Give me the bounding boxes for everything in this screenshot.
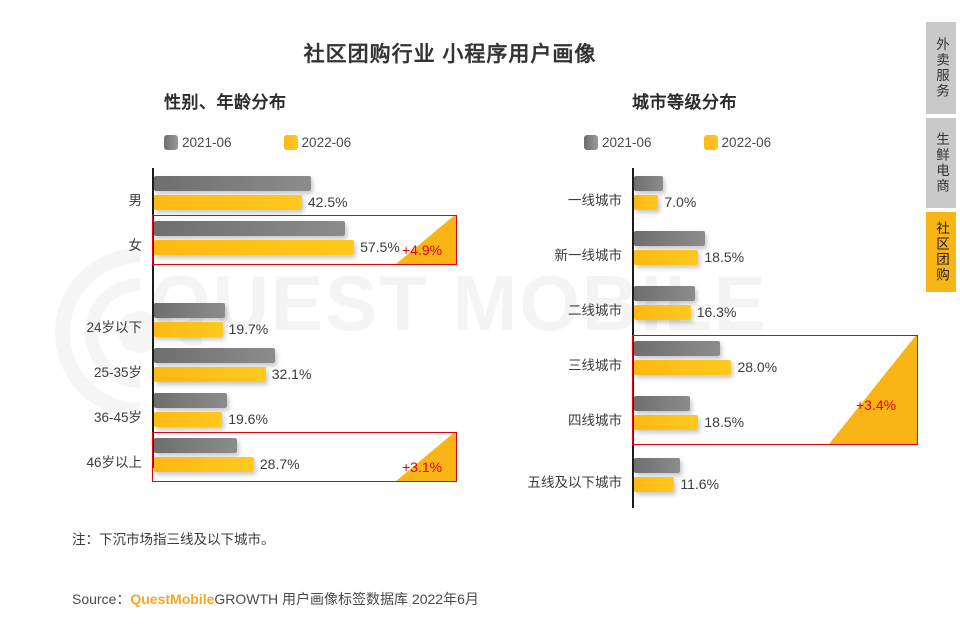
bar-2021 xyxy=(154,221,346,236)
highlight-box xyxy=(632,335,918,445)
legend-item-2022-right: 2022-06 xyxy=(703,135,772,150)
legend-swatch-2022-icon xyxy=(283,135,298,150)
bar-value-label: 57.5% xyxy=(360,239,400,255)
category-label: 五线及以下城市 xyxy=(527,475,623,490)
category-label: 36-45岁 xyxy=(93,410,142,425)
chart-axis xyxy=(632,168,634,508)
source-line: Source：QuestMobileGROWTH 用户画像标签数据库 2022年… xyxy=(72,589,479,609)
category-label: 25-35岁 xyxy=(93,365,142,380)
sidebar-tab-1[interactable]: 外卖服务 xyxy=(926,22,956,114)
delta-annotation: +3.4% xyxy=(856,397,897,413)
legend-swatch-2021-icon xyxy=(584,135,598,150)
bar-value-label: 7.0% xyxy=(664,194,697,210)
left-chart-legend: 2021-06 2022-06 xyxy=(164,135,492,150)
left-chart-title: 性别、年龄分布 xyxy=(164,93,287,112)
bar-value-label: 32.1% xyxy=(271,366,312,382)
source-prefix: Source： xyxy=(72,591,131,607)
bar-value-label: 19.6% xyxy=(228,411,268,427)
category-label: 一线城市 xyxy=(568,193,622,208)
highlight-box xyxy=(152,215,457,265)
category-label: 三线城市 xyxy=(568,358,622,373)
bar-2022 xyxy=(154,240,355,255)
category-label: 二线城市 xyxy=(568,303,622,318)
sidebar-tab-3[interactable]: 社区团购 xyxy=(926,212,956,292)
chart-panel-city-tier: 城市等级分布 2021-06 2022-06 一线城市 7.0% 新一线城市 18.5… xyxy=(512,88,932,508)
category-label: 男 xyxy=(128,193,143,208)
bar-2022 xyxy=(634,415,699,430)
bar-value-label: 11.6% xyxy=(680,476,720,492)
right-chart-plot: 一线城市 7.0% 新一线城市 18.5% 二线城市 16.3% 三线城市 28.0% 四线城市… xyxy=(512,168,932,508)
bar-value-label: 28.7% xyxy=(259,456,300,472)
left-chart-plot: 男 42.5% 女 57.5% 24岁以下 19.7% 25-35岁 32.1% 36-45岁 1… xyxy=(72,168,492,482)
category-label: 女 xyxy=(128,238,143,253)
bar-value-label: 19.7% xyxy=(228,321,269,337)
bar-2022 xyxy=(634,250,699,265)
bar-2021 xyxy=(154,176,311,191)
bar-2022 xyxy=(154,195,302,210)
bar-2022 xyxy=(154,412,223,427)
delta-annotation: +3.1% xyxy=(402,459,443,475)
legend-label-2021-right: 2021-06 xyxy=(602,135,652,150)
bar-2021 xyxy=(154,438,237,453)
right-chart-legend: 2021-06 2022-06 xyxy=(584,135,932,150)
delta-annotation: +4.9% xyxy=(402,242,443,258)
bar-2022 xyxy=(154,367,266,382)
bar-2021 xyxy=(634,458,680,473)
bar-2022 xyxy=(154,322,223,337)
bar-2022 xyxy=(634,195,659,210)
bar-2021 xyxy=(154,348,276,363)
legend-label-2021: 2021-06 xyxy=(182,135,232,150)
legend-label-2022-right: 2022-06 xyxy=(721,135,772,150)
legend-label-2022: 2022-06 xyxy=(301,135,352,150)
bar-value-label: 18.5% xyxy=(704,249,745,265)
bar-value-label: 16.3% xyxy=(696,304,737,320)
footnote: 注：下沉市场指三线及以下城市。 xyxy=(72,532,275,547)
bar-2021 xyxy=(634,176,663,191)
bar-value-label: 28.0% xyxy=(737,359,778,375)
chart-panel-gender-age: 性别、年龄分布 2021-06 2022-06 男 42.5% 女 57.5% 24岁以… xyxy=(72,88,492,482)
bar-2021 xyxy=(154,303,225,318)
highlight-wedge xyxy=(829,336,917,444)
right-chart-title: 城市等级分布 xyxy=(632,93,737,112)
bar-value-label: 42.5% xyxy=(307,194,348,210)
bar-value-label: 18.5% xyxy=(704,414,745,430)
bar-2021 xyxy=(634,231,705,246)
source-brand: QuestMobile xyxy=(130,591,215,607)
bar-2022 xyxy=(634,477,675,492)
category-sidebar: 外卖服务生鲜电商社区团购 xyxy=(926,0,960,626)
bar-2021 xyxy=(634,341,720,356)
legend-item-2021-right: 2021-06 xyxy=(584,135,652,150)
category-label: 24岁以下 xyxy=(86,320,142,335)
legend-swatch-2021-icon xyxy=(164,135,178,150)
legend-item-2022: 2022-06 xyxy=(283,135,352,150)
source-rest: GROWTH 用户画像标签数据库 2022年6月 xyxy=(214,591,479,607)
highlight-box xyxy=(152,432,457,482)
legend-item-2021: 2021-06 xyxy=(164,135,232,150)
bar-2022 xyxy=(634,360,732,375)
bar-2022 xyxy=(634,305,691,320)
bar-2021 xyxy=(634,286,696,301)
page-title: 社区团购行业 小程序用户画像 xyxy=(303,43,597,66)
bar-2021 xyxy=(154,393,228,408)
bar-2022 xyxy=(154,457,254,472)
category-label: 四线城市 xyxy=(568,413,622,428)
bar-2021 xyxy=(634,396,690,411)
category-label: 新一线城市 xyxy=(554,248,623,263)
category-label: 46岁以上 xyxy=(86,455,142,470)
legend-swatch-2022-icon xyxy=(703,135,718,150)
sidebar-tab-2[interactable]: 生鲜电商 xyxy=(926,118,956,208)
